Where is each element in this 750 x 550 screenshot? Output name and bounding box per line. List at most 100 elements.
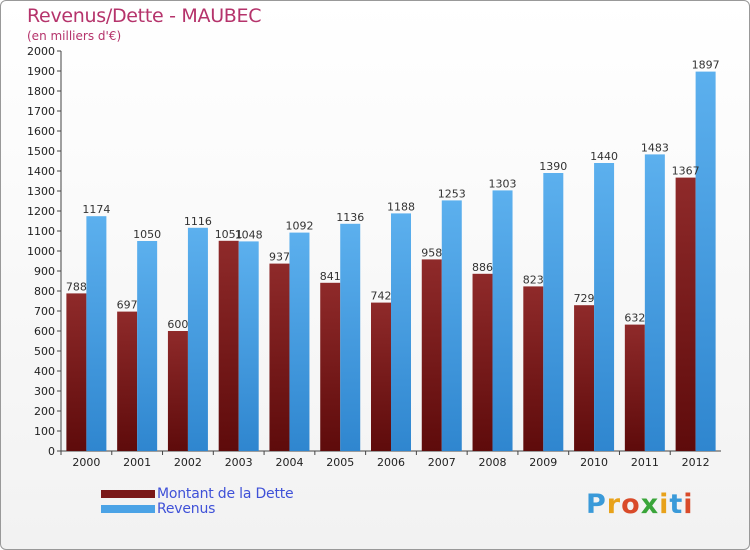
bar-debt [371,302,391,451]
bar-label-debt: 742 [371,290,392,303]
y-tick-label: 1200 [27,205,55,218]
bar-revenue [695,71,716,451]
bar-revenue [340,223,361,451]
y-tick-label: 400 [34,365,55,378]
bar-debt [675,177,696,451]
bar-label-revenue: 1390 [539,160,567,173]
logo-letter: o [621,489,641,520]
x-tick-label: 2010 [580,456,608,469]
y-tick-label: 1500 [27,145,55,158]
x-tick-label: 2002 [174,456,202,469]
bar-label-revenue: 1136 [336,211,364,224]
y-tick-label: 900 [34,265,55,278]
bar-debt [269,263,290,451]
legend-label-debt: Montant de la Dette [157,485,294,502]
logo-letter: i [659,489,670,520]
bar-label-revenue: 1303 [489,177,517,190]
bar-debt [624,324,645,451]
y-tick-label: 1600 [27,125,55,138]
bar-label-revenue: 1050 [133,228,161,241]
logo-letter: t [669,489,684,520]
y-tick-label: 1700 [27,105,55,118]
legend-swatch-revenue [101,504,155,513]
bar-label-debt: 788 [66,280,87,293]
bar-revenue [289,232,310,451]
x-tick-label: 2007 [428,456,456,469]
bar-debt [421,259,442,451]
logo-letter: x [640,489,660,520]
bar-label-debt: 937 [269,251,290,264]
bar-debt [523,286,544,451]
x-tick-label: 2003 [225,456,253,469]
x-tick-label: 2008 [479,456,507,469]
y-tick-label: 200 [34,405,55,418]
bar-label-debt: 841 [320,270,341,283]
bar-label-revenue: 1116 [184,215,212,228]
bar-label-revenue: 1483 [641,141,669,154]
x-tick-label: 2006 [377,456,405,469]
bar-revenue [137,241,158,451]
bar-debt [167,331,188,451]
bar-label-revenue: 1174 [82,203,110,216]
y-tick-label: 300 [34,385,55,398]
y-tick-label: 1900 [27,65,55,78]
bar-revenue [391,213,411,451]
legend-swatch-debt [101,489,155,498]
bar-label-debt: 697 [117,299,138,312]
y-tick-label: 600 [34,325,55,338]
y-tick-label: 1800 [27,85,55,98]
y-tick-label: 500 [34,345,55,358]
bar-revenue [238,241,259,451]
bar-revenue [492,190,513,451]
y-tick-label: 100 [34,425,55,438]
x-tick-label: 2011 [631,456,659,469]
legend-item-debt: Montant de la Dette [101,485,294,502]
bar-debt [218,240,239,451]
bar-label-debt: 1051 [215,228,243,241]
legend: Montant de la Dette Revenus [101,485,294,517]
bar-label-debt: 823 [523,273,544,286]
bar-debt [320,282,341,451]
y-tick-label: 0 [48,445,55,458]
legend-label-revenue: Revenus [157,500,216,517]
x-tick-label: 2000 [72,456,100,469]
bar-label-revenue: 1440 [590,150,618,163]
bar-label-revenue: 1253 [438,187,466,200]
chart-subtitle: (en milliers d'€) [27,29,122,43]
bar-label-revenue: 1897 [692,59,720,72]
bar-debt [66,293,87,451]
y-tick-label: 1000 [27,245,55,258]
bar-label-debt: 958 [421,246,442,259]
bar-revenue [187,227,208,451]
bar-label-debt: 729 [574,292,595,305]
proxiti-logo: Proxiti [586,489,694,520]
y-tick-label: 1300 [27,185,55,198]
bar-label-debt: 600 [167,318,188,331]
bar-revenue [644,154,665,451]
bar-revenue [594,163,615,451]
logo-letter: r [606,489,622,520]
bar-debt [472,273,493,451]
logo-letter: P [586,489,607,520]
x-tick-label: 2004 [275,456,303,469]
y-tick-label: 2000 [27,45,55,58]
bar-debt [574,305,595,451]
bar-revenue [441,200,462,451]
bar-label-revenue: 1048 [235,228,263,241]
bar-label-debt: 886 [472,261,493,274]
bar-revenue [86,216,107,451]
y-tick-label: 700 [34,305,55,318]
x-tick-label: 2009 [529,456,557,469]
y-tick-label: 1400 [27,165,55,178]
bar-label-revenue: 1188 [387,200,415,213]
bar-label-debt: 632 [624,312,645,325]
legend-item-revenue: Revenus [101,500,293,517]
bar-label-debt: 1367 [672,165,700,178]
bar-debt [117,311,138,451]
bar-revenue [543,173,564,451]
x-tick-label: 2012 [682,456,710,469]
y-tick-label: 800 [34,285,55,298]
bar-label-revenue: 1092 [285,220,313,233]
